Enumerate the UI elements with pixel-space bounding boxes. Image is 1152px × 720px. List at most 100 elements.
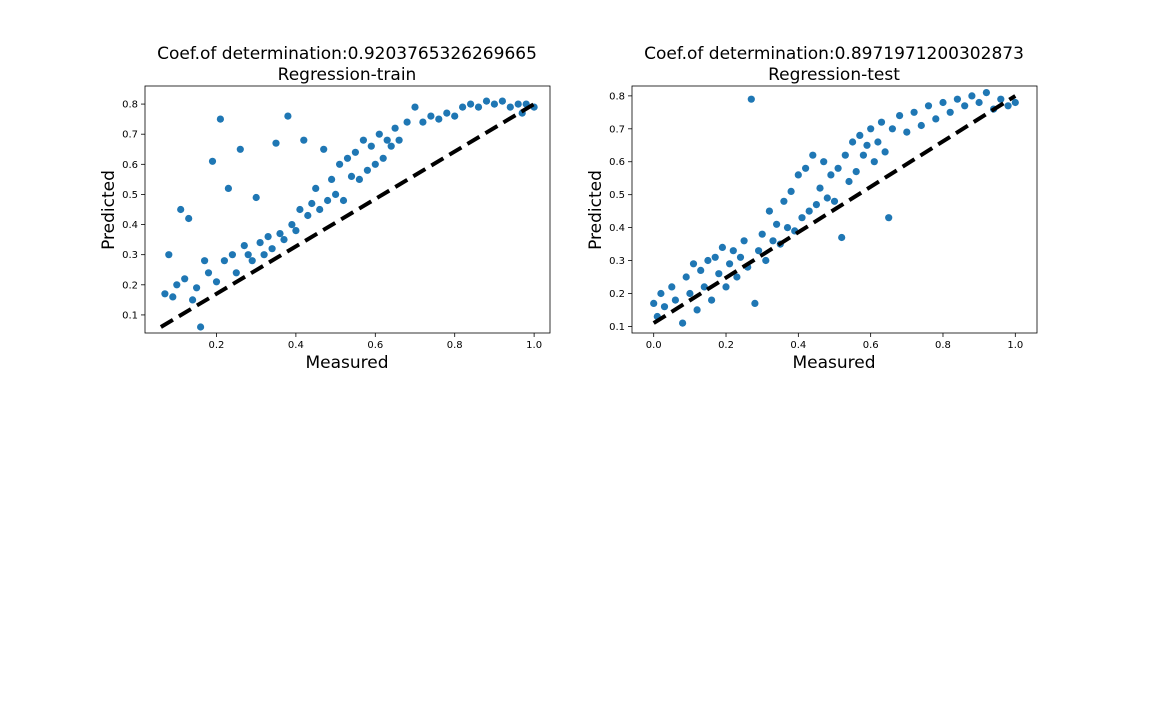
train-data-point xyxy=(193,284,201,292)
test-data-point xyxy=(794,171,802,179)
test-data-point xyxy=(747,95,755,103)
test-data-point xyxy=(780,197,788,205)
test-data-point xyxy=(755,247,763,255)
train-data-point xyxy=(371,160,379,168)
train-y-tick-label: 0.8 xyxy=(122,100,138,111)
train-data-point xyxy=(427,112,435,120)
test-x-tick-label: 0.8 xyxy=(935,340,951,351)
test-data-point xyxy=(975,98,983,107)
test-data-point xyxy=(812,201,821,209)
train-data-point xyxy=(355,175,363,183)
train-data-point xyxy=(252,193,260,202)
test-data-point xyxy=(823,194,831,202)
test-data-point xyxy=(874,138,882,146)
train-points xyxy=(161,97,538,331)
train-data-point xyxy=(204,269,213,277)
test-data-point xyxy=(1004,102,1012,110)
test-data-point xyxy=(729,247,737,255)
train-data-point xyxy=(268,245,276,253)
test-points xyxy=(650,89,1019,327)
train-x-ticks: 0.2 0.4 0.6 0.8 1.0 xyxy=(209,333,542,351)
train-scatter-panel: Coef.of determination:0.9203765326269665… xyxy=(99,44,551,373)
test-data-point xyxy=(852,168,860,176)
test-x-tick-label: 0.6 xyxy=(863,340,879,351)
test-data-point xyxy=(924,102,933,110)
test-data-point xyxy=(816,184,824,192)
test-data-point xyxy=(997,95,1005,103)
train-data-point xyxy=(244,251,252,259)
test-data-point xyxy=(697,266,705,274)
train-data-point xyxy=(459,103,467,111)
test-data-point xyxy=(841,151,849,159)
test-data-point xyxy=(686,289,694,298)
train-data-point xyxy=(328,175,336,183)
train-data-point xyxy=(467,100,475,108)
test-y-tick-label: 0.2 xyxy=(609,289,625,300)
train-data-point xyxy=(201,257,209,265)
train-data-point xyxy=(367,142,375,150)
test-data-point xyxy=(877,118,886,126)
test-x-tick-label: 1.0 xyxy=(1007,340,1023,351)
train-data-point xyxy=(320,145,328,153)
test-y-tick-label: 0.4 xyxy=(609,223,625,234)
train-data-point xyxy=(343,154,352,162)
test-data-point xyxy=(708,296,716,304)
test-x-tick-label: 0.0 xyxy=(646,340,662,351)
test-y-tick-label: 0.1 xyxy=(609,322,625,333)
train-data-point xyxy=(216,115,224,123)
train-data-point xyxy=(224,184,232,192)
train-data-point xyxy=(288,221,296,229)
train-data-point xyxy=(435,115,443,123)
test-chart-title: Coef.of determination:0.8971971200302873 xyxy=(644,44,1024,64)
train-x-tick-label: 1.0 xyxy=(526,340,542,351)
test-data-point xyxy=(1011,98,1019,107)
test-x-tick-label: 0.4 xyxy=(790,340,806,351)
test-data-point xyxy=(765,207,774,215)
test-data-point xyxy=(718,243,727,251)
train-data-point xyxy=(173,281,181,289)
train-x-tick-label: 0.6 xyxy=(367,340,383,351)
test-x-axis-label: Measured xyxy=(792,353,875,373)
train-data-point xyxy=(300,136,308,144)
train-data-point xyxy=(264,233,272,241)
train-y-tick-label: 0.1 xyxy=(122,310,138,321)
train-data-point xyxy=(189,296,197,304)
test-y-tick-label: 0.8 xyxy=(609,91,625,102)
test-data-point xyxy=(939,98,947,107)
train-data-point xyxy=(177,205,185,214)
test-data-point xyxy=(657,289,665,298)
test-data-point xyxy=(805,207,813,215)
test-data-point xyxy=(849,138,857,146)
test-data-point xyxy=(758,230,766,238)
test-data-point xyxy=(693,306,701,314)
train-data-point xyxy=(474,103,483,111)
train-y-tick-label: 0.6 xyxy=(122,160,138,171)
train-y-tick-label: 0.5 xyxy=(122,190,138,201)
train-y-axis-label: Predicted xyxy=(99,170,119,250)
test-data-point xyxy=(802,164,810,172)
test-data-point xyxy=(740,237,748,245)
test-data-point xyxy=(845,177,853,186)
test-data-point xyxy=(827,171,835,179)
train-x-axis-label: Measured xyxy=(305,353,388,373)
train-data-point xyxy=(208,157,217,165)
train-y-tick-label: 0.4 xyxy=(122,220,138,231)
test-data-point xyxy=(769,237,777,245)
test-data-point xyxy=(953,95,962,103)
train-data-point xyxy=(296,205,304,214)
train-y-ticks: 0.1 0.2 0.3 0.4 0.5 0.6 0.7 0.8 xyxy=(122,100,145,321)
train-data-point xyxy=(260,251,268,259)
test-data-point xyxy=(982,89,991,97)
train-data-point xyxy=(379,154,387,162)
train-data-point xyxy=(280,236,288,244)
train-chart-subtitle: Regression-train xyxy=(278,65,417,85)
train-data-point xyxy=(232,269,240,277)
test-x-tick-label: 0.2 xyxy=(718,340,734,351)
test-data-point xyxy=(700,283,708,291)
train-y-tick-label: 0.7 xyxy=(122,130,138,141)
test-data-point xyxy=(917,121,925,130)
test-data-point xyxy=(881,148,889,156)
test-x-ticks: 0.0 0.2 0.4 0.6 0.8 1.0 xyxy=(646,333,1023,351)
test-data-point xyxy=(773,220,781,228)
